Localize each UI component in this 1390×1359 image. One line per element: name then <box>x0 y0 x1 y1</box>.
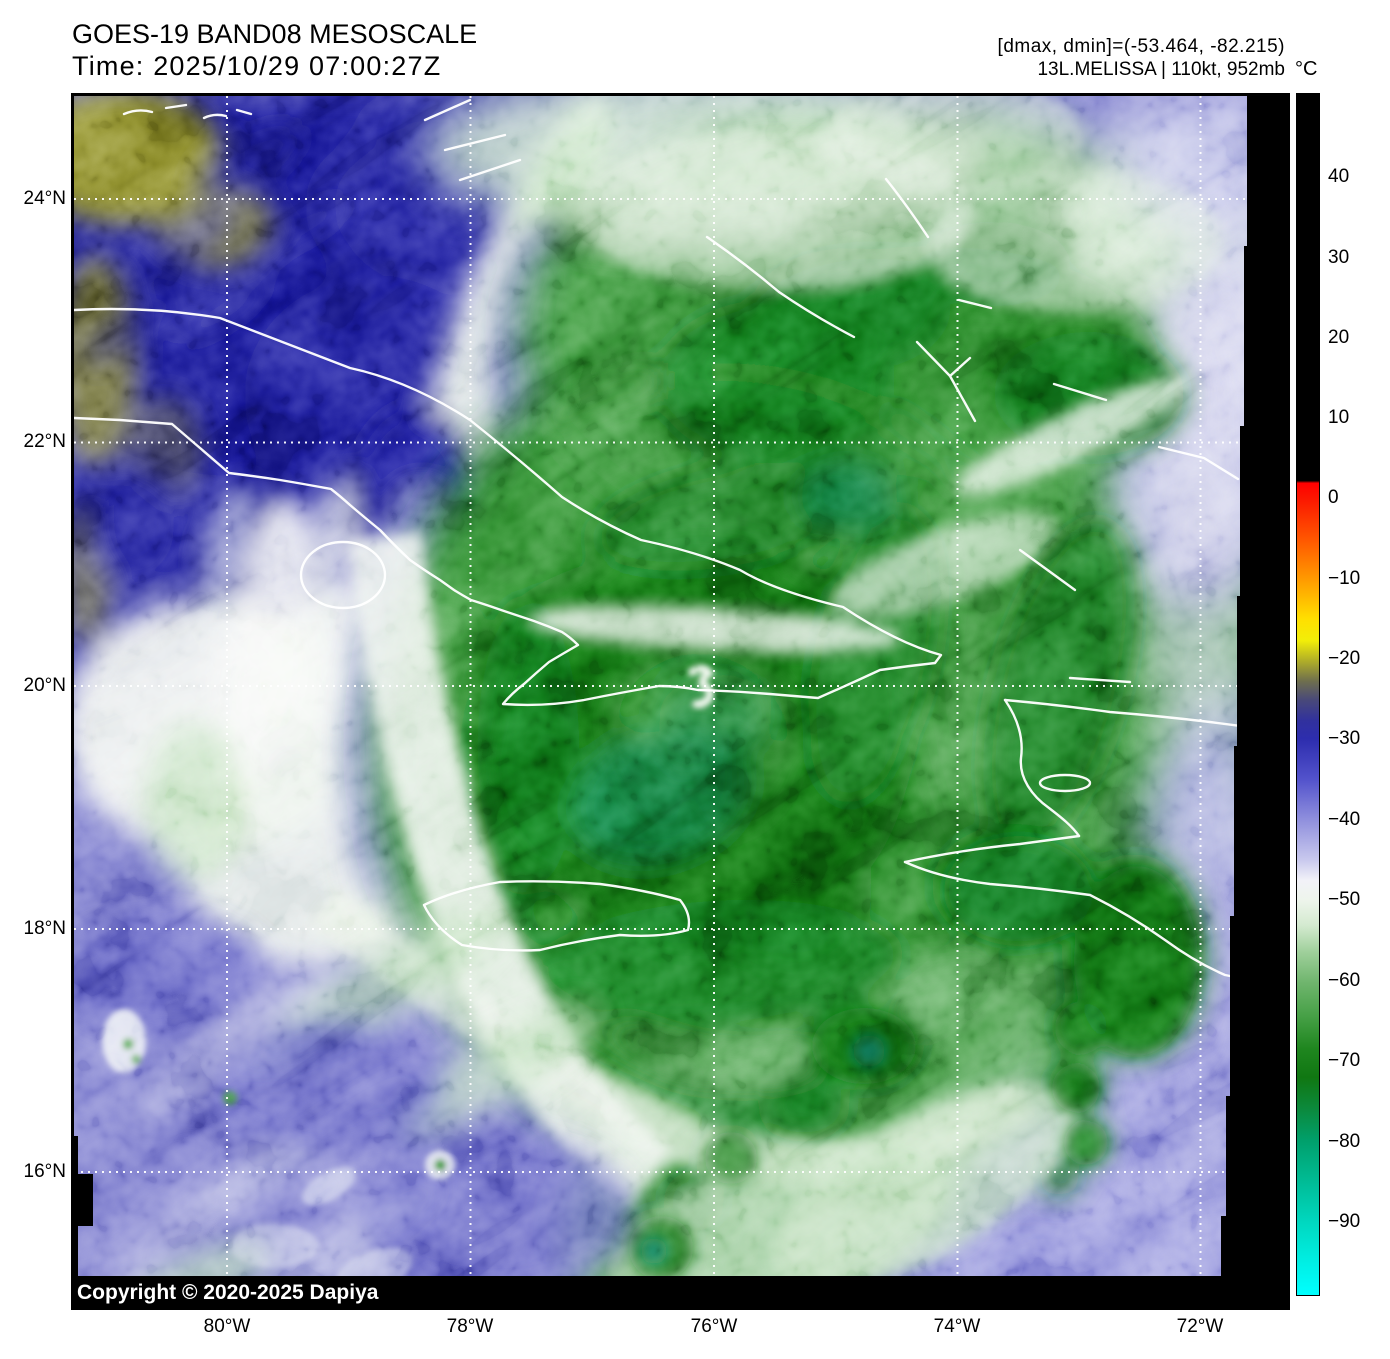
svg-text:Copyright © 2020-2025 Dapiya: Copyright © 2020-2025 Dapiya <box>77 1281 379 1304</box>
